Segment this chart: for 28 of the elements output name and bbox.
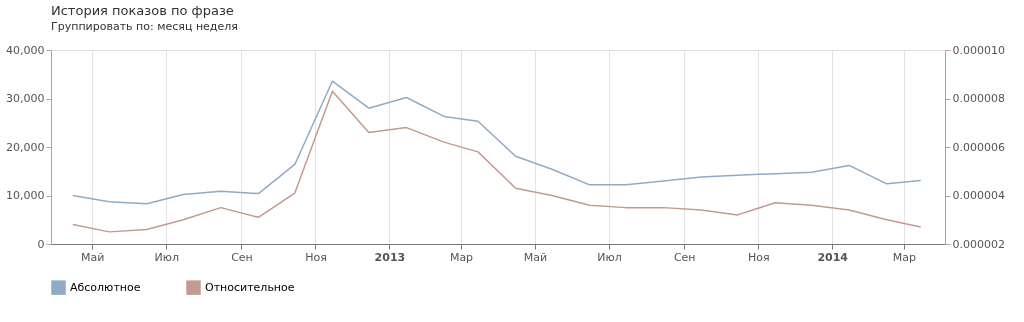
x-tick-label: Мар — [892, 250, 916, 264]
y-tick-label: 40,000 — [6, 43, 45, 57]
y-tick-label: 30,000 — [6, 92, 45, 105]
y-tick-label: 0 — [37, 237, 45, 251]
x-tick-label: Мар — [449, 250, 474, 264]
chart-title: История показов по фразе — [51, 3, 234, 18]
y-tick-label: 20,000 — [6, 140, 45, 154]
y2-tick-label: 0.000004 — [952, 189, 1005, 202]
text: Группировать по: месяц неделя — [51, 20, 238, 33]
x-tick-label: Июл — [597, 250, 622, 264]
y2-tick-label: 0.000008 — [952, 92, 1005, 105]
line-series — [72, 80, 922, 205]
x-tick-label: Ноя — [747, 250, 770, 264]
x-tick-label: Июл — [154, 250, 179, 264]
y2-tick-label: 0.000002 — [952, 237, 1005, 251]
y2-tick-label: 0.000006 — [952, 140, 1005, 154]
line-series — [72, 90, 922, 233]
x-tick-label: Сен — [231, 250, 253, 264]
y-tick-label: 10,000 — [6, 189, 45, 202]
x-tick-label: Май — [523, 250, 548, 264]
x-tick-label: Ноя — [305, 250, 327, 264]
x-tick-label: 2014 — [817, 250, 849, 264]
x-tick-label: 2013 — [374, 250, 406, 264]
legend-label: Абсолютное — [70, 280, 141, 294]
legend-label: Относительное — [205, 280, 295, 294]
y2-tick-label: 0.000010 — [952, 43, 1005, 57]
x-tick-label: Сен — [673, 250, 696, 264]
x-tick-label: Май — [81, 250, 105, 264]
